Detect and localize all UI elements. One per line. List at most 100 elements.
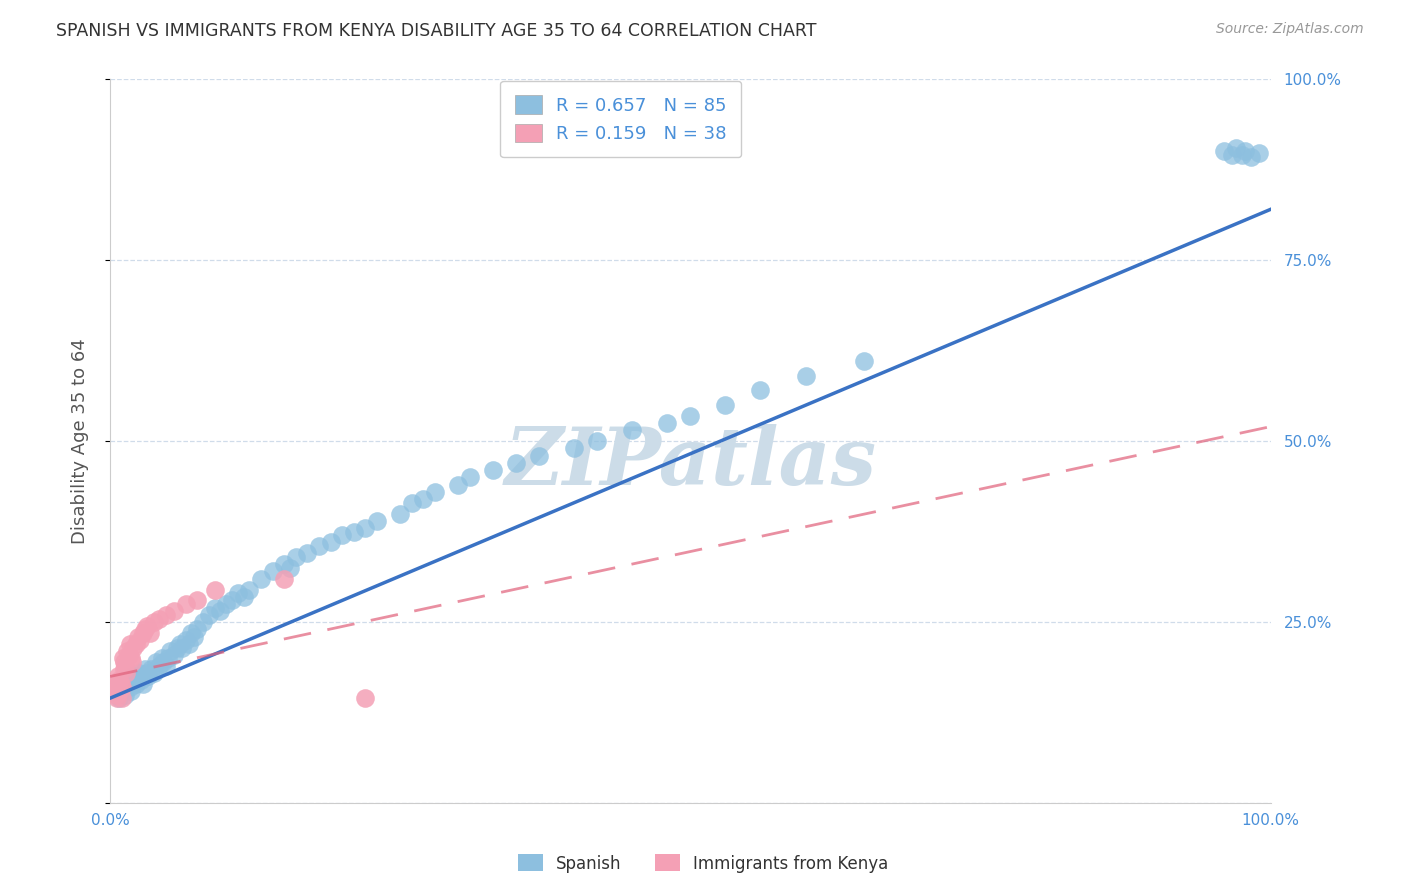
- Point: [1240, 150, 1263, 164]
- Point: [139, 662, 162, 676]
- Point: [186, 593, 208, 607]
- Point: [1225, 141, 1247, 155]
- Point: [330, 528, 353, 542]
- Point: [103, 681, 125, 695]
- Point: [152, 655, 174, 669]
- Point: [124, 637, 146, 651]
- Text: SPANISH VS IMMIGRANTS FROM KENYA DISABILITY AGE 35 TO 64 CORRELATION CHART: SPANISH VS IMMIGRANTS FROM KENYA DISABIL…: [56, 22, 817, 40]
- Point: [170, 640, 193, 655]
- Point: [853, 354, 876, 368]
- Point: [655, 416, 678, 430]
- Text: ZIPatlas: ZIPatlas: [505, 424, 876, 501]
- Point: [204, 600, 226, 615]
- Point: [112, 684, 135, 698]
- Point: [134, 623, 156, 637]
- Point: [250, 572, 273, 586]
- Point: [155, 658, 177, 673]
- Point: [586, 434, 609, 449]
- Point: [110, 677, 132, 691]
- Text: Source: ZipAtlas.com: Source: ZipAtlas.com: [1216, 22, 1364, 37]
- Point: [125, 669, 148, 683]
- Point: [155, 607, 177, 622]
- Point: [401, 496, 423, 510]
- Point: [111, 691, 134, 706]
- Point: [157, 651, 180, 665]
- Point: [105, 691, 128, 706]
- Point: [129, 633, 152, 648]
- Point: [163, 648, 186, 662]
- Point: [562, 442, 585, 456]
- Point: [262, 565, 284, 579]
- Point: [105, 677, 128, 691]
- Point: [117, 648, 139, 662]
- Point: [122, 669, 145, 683]
- Point: [122, 640, 145, 655]
- Point: [186, 623, 208, 637]
- Point: [343, 524, 366, 539]
- Point: [354, 521, 377, 535]
- Point: [177, 637, 200, 651]
- Point: [131, 677, 153, 691]
- Point: [117, 677, 139, 691]
- Point: [134, 662, 156, 676]
- Point: [163, 604, 186, 618]
- Point: [297, 546, 319, 560]
- Point: [129, 669, 152, 683]
- Point: [221, 593, 243, 607]
- Point: [111, 681, 134, 695]
- Point: [145, 655, 167, 669]
- Point: [174, 633, 197, 648]
- Point: [159, 644, 181, 658]
- Point: [104, 677, 127, 691]
- Point: [120, 651, 142, 665]
- Point: [180, 626, 202, 640]
- Point: [104, 688, 127, 702]
- Legend: R = 0.657   N = 85, R = 0.159   N = 38: R = 0.657 N = 85, R = 0.159 N = 38: [501, 81, 741, 157]
- Point: [197, 607, 219, 622]
- Point: [124, 677, 146, 691]
- Point: [121, 655, 143, 669]
- Point: [273, 558, 295, 572]
- Point: [447, 477, 470, 491]
- Point: [226, 586, 249, 600]
- Point: [412, 491, 434, 506]
- Point: [118, 681, 141, 695]
- Point: [120, 684, 142, 698]
- Point: [354, 691, 377, 706]
- Point: [714, 398, 737, 412]
- Point: [183, 630, 205, 644]
- Point: [107, 669, 129, 683]
- Point: [115, 665, 138, 680]
- Point: [138, 626, 160, 640]
- Y-axis label: Disability Age 35 to 64: Disability Age 35 to 64: [72, 338, 89, 544]
- Point: [118, 637, 141, 651]
- Point: [117, 644, 139, 658]
- Point: [148, 611, 170, 625]
- Point: [423, 484, 446, 499]
- Point: [458, 470, 481, 484]
- Point: [232, 590, 254, 604]
- Point: [1230, 148, 1253, 162]
- Point: [1234, 145, 1257, 159]
- Point: [529, 449, 551, 463]
- Point: [166, 640, 188, 655]
- Point: [749, 384, 772, 398]
- Point: [1213, 145, 1236, 159]
- Point: [108, 673, 131, 687]
- Point: [108, 684, 131, 698]
- Point: [143, 615, 166, 629]
- Point: [209, 604, 232, 618]
- Point: [136, 665, 159, 680]
- Point: [366, 514, 388, 528]
- Point: [278, 561, 301, 575]
- Legend: Spanish, Immigrants from Kenya: Spanish, Immigrants from Kenya: [510, 847, 896, 880]
- Point: [138, 669, 160, 683]
- Point: [679, 409, 702, 423]
- Point: [1247, 145, 1270, 160]
- Point: [111, 651, 134, 665]
- Point: [112, 662, 135, 676]
- Point: [482, 463, 505, 477]
- Point: [112, 655, 135, 669]
- Point: [389, 507, 412, 521]
- Point: [621, 423, 644, 437]
